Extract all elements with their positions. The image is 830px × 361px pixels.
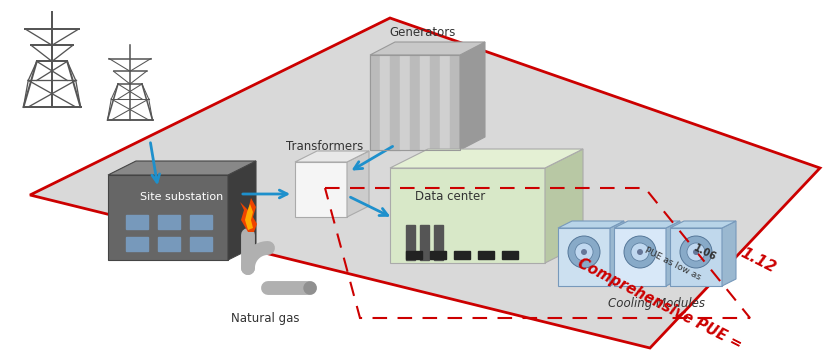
Text: Site substation: Site substation [140,192,223,202]
Circle shape [631,243,649,261]
Polygon shape [370,42,485,55]
Text: 1.06: 1.06 [692,243,718,263]
Text: Comprehensive PUE =: Comprehensive PUE = [575,256,749,354]
Bar [478,251,494,259]
FancyBboxPatch shape [126,215,148,229]
Polygon shape [558,228,610,286]
Polygon shape [545,149,583,263]
Circle shape [304,282,316,294]
Polygon shape [295,162,347,217]
Text: Cooling Modules: Cooling Modules [608,297,705,310]
FancyBboxPatch shape [190,237,212,251]
Bar [450,55,460,150]
Bar [420,225,429,260]
Bar [370,55,380,150]
Bar [410,55,420,150]
Bar [454,251,470,259]
Bar [434,225,443,260]
Text: Transformers: Transformers [286,139,364,152]
FancyBboxPatch shape [126,237,148,251]
Polygon shape [670,221,736,228]
Bar [406,225,415,260]
Bar [380,55,390,150]
Circle shape [575,243,593,261]
Text: 1.12: 1.12 [738,246,779,276]
Polygon shape [228,161,256,260]
Bar [502,251,518,259]
FancyBboxPatch shape [158,237,180,251]
Polygon shape [722,221,736,286]
Polygon shape [614,221,680,228]
Polygon shape [558,221,624,228]
Polygon shape [390,149,583,168]
Text: Natural gas: Natural gas [231,312,300,325]
Bar [390,55,400,150]
Polygon shape [460,42,485,150]
Circle shape [568,236,600,268]
Bar [430,251,446,259]
Text: PUE as low as: PUE as low as [643,245,705,283]
Bar [406,251,422,259]
Circle shape [637,249,643,255]
Bar [420,55,430,150]
Circle shape [581,249,587,255]
Bar [440,55,450,150]
Polygon shape [240,198,257,232]
Polygon shape [390,168,545,263]
Bar [370,55,460,150]
Polygon shape [610,221,624,286]
FancyBboxPatch shape [158,215,180,229]
Polygon shape [108,161,256,175]
Circle shape [693,249,699,255]
Polygon shape [614,228,666,286]
Polygon shape [666,221,680,286]
Polygon shape [295,151,369,162]
Circle shape [687,243,705,261]
FancyBboxPatch shape [190,215,212,229]
Bar [400,55,410,150]
Polygon shape [245,204,253,230]
Polygon shape [108,175,228,260]
Polygon shape [670,228,722,286]
Polygon shape [347,151,369,217]
Text: Data center: Data center [415,190,485,203]
Text: Generators: Generators [390,26,456,39]
Polygon shape [30,18,820,348]
Circle shape [680,236,712,268]
Bar [430,55,440,150]
Circle shape [624,236,656,268]
